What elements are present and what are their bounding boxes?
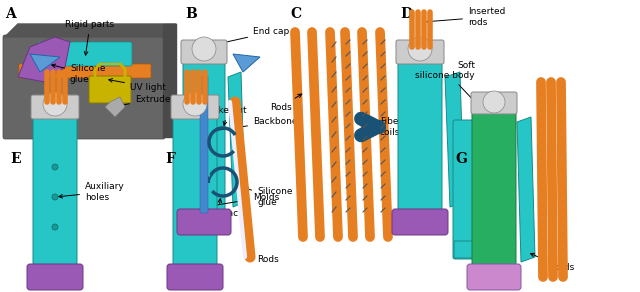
FancyBboxPatch shape xyxy=(392,209,448,235)
FancyBboxPatch shape xyxy=(398,55,442,224)
FancyBboxPatch shape xyxy=(467,264,521,290)
FancyBboxPatch shape xyxy=(471,92,517,114)
Text: Silicone
glue: Silicone glue xyxy=(52,64,106,84)
FancyBboxPatch shape xyxy=(38,42,132,66)
FancyBboxPatch shape xyxy=(171,95,219,119)
FancyBboxPatch shape xyxy=(31,95,79,119)
Text: Fiber
coils: Fiber coils xyxy=(369,117,403,137)
Text: Molds: Molds xyxy=(531,253,574,272)
Text: Take out: Take out xyxy=(209,106,247,125)
Polygon shape xyxy=(30,54,60,72)
Polygon shape xyxy=(18,37,70,82)
Circle shape xyxy=(43,92,67,116)
Text: Molds: Molds xyxy=(208,192,279,208)
FancyBboxPatch shape xyxy=(3,35,165,139)
Text: Inserted
rods: Inserted rods xyxy=(427,7,506,27)
Text: Soft
silicone body: Soft silicone body xyxy=(415,61,492,119)
FancyBboxPatch shape xyxy=(453,120,475,259)
FancyBboxPatch shape xyxy=(454,241,474,258)
Circle shape xyxy=(52,224,58,230)
Text: F: F xyxy=(165,152,175,166)
FancyBboxPatch shape xyxy=(200,76,208,213)
Text: Molds: Molds xyxy=(456,203,496,216)
FancyBboxPatch shape xyxy=(27,264,83,290)
Polygon shape xyxy=(105,97,125,117)
Text: Rods: Rods xyxy=(246,248,279,263)
Polygon shape xyxy=(228,72,245,207)
Text: Auxiliary
holes: Auxiliary holes xyxy=(59,182,125,202)
Polygon shape xyxy=(5,24,176,37)
FancyBboxPatch shape xyxy=(89,76,131,103)
Circle shape xyxy=(483,91,505,113)
Circle shape xyxy=(52,194,58,200)
Text: E: E xyxy=(10,152,20,166)
Polygon shape xyxy=(163,24,176,137)
Circle shape xyxy=(183,92,207,116)
Circle shape xyxy=(192,37,216,61)
Text: Insert back: Insert back xyxy=(193,199,243,218)
Polygon shape xyxy=(445,72,464,207)
Text: Silicone
glue: Silicone glue xyxy=(244,187,292,207)
Circle shape xyxy=(52,164,58,170)
Circle shape xyxy=(408,37,432,61)
FancyBboxPatch shape xyxy=(396,40,444,64)
Text: Rods: Rods xyxy=(270,94,301,112)
Text: UV light: UV light xyxy=(109,79,166,91)
FancyBboxPatch shape xyxy=(183,55,225,224)
FancyBboxPatch shape xyxy=(177,209,231,235)
Text: B: B xyxy=(185,7,196,21)
Text: End cap: End cap xyxy=(208,27,289,47)
Polygon shape xyxy=(517,117,535,262)
Text: C: C xyxy=(290,7,301,21)
FancyBboxPatch shape xyxy=(33,110,77,279)
Text: A: A xyxy=(5,7,16,21)
Text: G: G xyxy=(455,152,467,166)
Text: D: D xyxy=(400,7,412,21)
FancyBboxPatch shape xyxy=(173,110,217,279)
Polygon shape xyxy=(233,54,260,72)
FancyBboxPatch shape xyxy=(167,264,223,290)
Text: Extruder: Extruder xyxy=(116,95,174,107)
FancyBboxPatch shape xyxy=(472,99,516,280)
Text: Rigid parts: Rigid parts xyxy=(65,20,115,55)
FancyBboxPatch shape xyxy=(19,64,151,78)
FancyBboxPatch shape xyxy=(181,40,227,64)
Text: Backbone: Backbone xyxy=(208,117,298,133)
